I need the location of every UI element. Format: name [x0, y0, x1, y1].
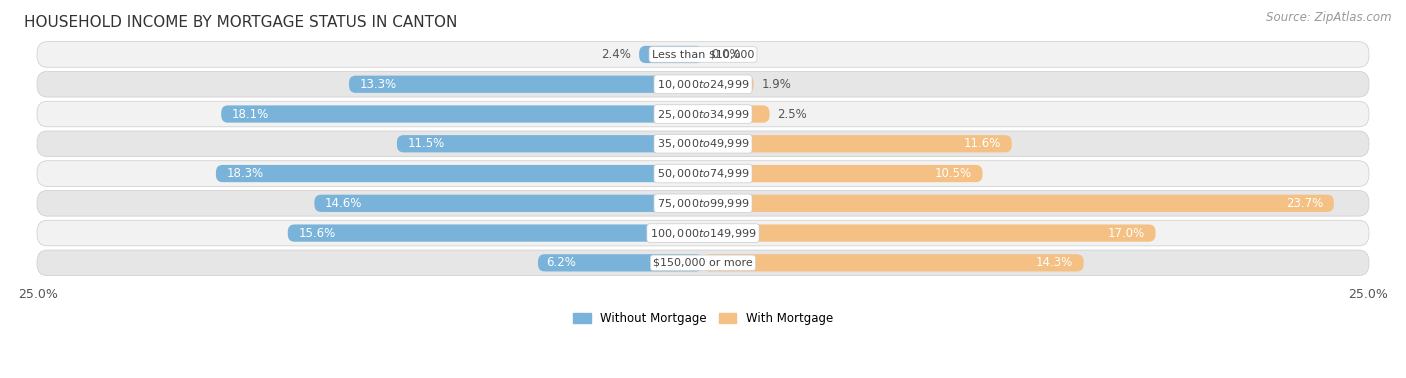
Text: $10,000 to $24,999: $10,000 to $24,999 [657, 78, 749, 91]
FancyBboxPatch shape [221, 105, 703, 122]
FancyBboxPatch shape [703, 135, 1012, 152]
FancyBboxPatch shape [703, 105, 769, 122]
FancyBboxPatch shape [37, 101, 1369, 127]
Legend: Without Mortgage, With Mortgage: Without Mortgage, With Mortgage [568, 308, 838, 330]
Text: 1.9%: 1.9% [762, 78, 792, 91]
FancyBboxPatch shape [349, 76, 703, 93]
FancyBboxPatch shape [703, 165, 983, 182]
FancyBboxPatch shape [217, 165, 703, 182]
FancyBboxPatch shape [37, 191, 1369, 216]
FancyBboxPatch shape [288, 225, 703, 242]
Text: 2.5%: 2.5% [778, 107, 807, 121]
Text: $50,000 to $74,999: $50,000 to $74,999 [657, 167, 749, 180]
FancyBboxPatch shape [37, 42, 1369, 67]
FancyBboxPatch shape [703, 76, 754, 93]
Text: 11.5%: 11.5% [408, 137, 444, 150]
FancyBboxPatch shape [37, 220, 1369, 246]
Text: 15.6%: 15.6% [298, 226, 336, 240]
FancyBboxPatch shape [703, 195, 1334, 212]
Text: 11.6%: 11.6% [963, 137, 1001, 150]
Text: 14.6%: 14.6% [325, 197, 363, 210]
FancyBboxPatch shape [37, 131, 1369, 156]
Text: 10.5%: 10.5% [935, 167, 972, 180]
Text: 14.3%: 14.3% [1036, 256, 1073, 270]
Text: 23.7%: 23.7% [1286, 197, 1323, 210]
FancyBboxPatch shape [396, 135, 703, 152]
FancyBboxPatch shape [640, 46, 703, 63]
Text: 6.2%: 6.2% [546, 256, 576, 270]
FancyBboxPatch shape [703, 254, 1084, 271]
Text: $25,000 to $34,999: $25,000 to $34,999 [657, 107, 749, 121]
FancyBboxPatch shape [315, 195, 703, 212]
Text: 0.0%: 0.0% [711, 48, 741, 61]
Text: HOUSEHOLD INCOME BY MORTGAGE STATUS IN CANTON: HOUSEHOLD INCOME BY MORTGAGE STATUS IN C… [24, 15, 457, 30]
Text: 18.1%: 18.1% [232, 107, 269, 121]
FancyBboxPatch shape [538, 254, 703, 271]
Text: $35,000 to $49,999: $35,000 to $49,999 [657, 137, 749, 150]
Text: $75,000 to $99,999: $75,000 to $99,999 [657, 197, 749, 210]
FancyBboxPatch shape [37, 250, 1369, 276]
FancyBboxPatch shape [37, 71, 1369, 97]
Text: $150,000 or more: $150,000 or more [654, 258, 752, 268]
FancyBboxPatch shape [703, 225, 1156, 242]
Text: 2.4%: 2.4% [602, 48, 631, 61]
Text: Source: ZipAtlas.com: Source: ZipAtlas.com [1267, 11, 1392, 24]
FancyBboxPatch shape [37, 161, 1369, 186]
Text: 18.3%: 18.3% [226, 167, 264, 180]
Text: $100,000 to $149,999: $100,000 to $149,999 [650, 226, 756, 240]
Text: 13.3%: 13.3% [360, 78, 396, 91]
Text: 17.0%: 17.0% [1108, 226, 1144, 240]
Text: Less than $10,000: Less than $10,000 [652, 50, 754, 59]
